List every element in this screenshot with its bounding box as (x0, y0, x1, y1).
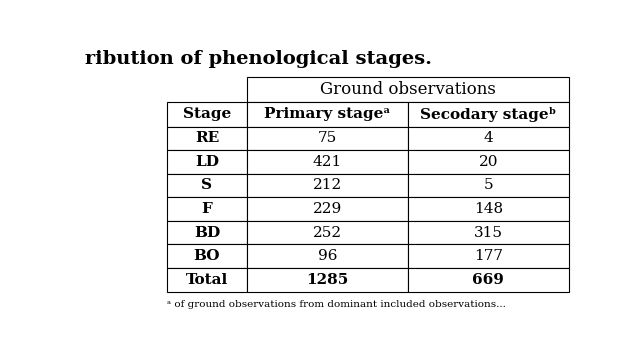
Bar (167, 245, 247, 268)
Text: 212: 212 (313, 178, 342, 192)
Text: 148: 148 (474, 202, 503, 216)
Bar (247, 77, 568, 102)
Bar (247, 174, 408, 197)
Text: Secodary stageᵇ: Secodary stageᵇ (420, 107, 556, 122)
Text: 669: 669 (472, 273, 504, 287)
Text: 5: 5 (483, 178, 493, 192)
Text: 4: 4 (483, 131, 493, 145)
Bar (247, 221, 408, 245)
Text: 252: 252 (313, 226, 342, 240)
Bar (408, 174, 568, 197)
Bar (167, 126, 247, 150)
Text: BD: BD (194, 226, 220, 240)
Text: Stage: Stage (183, 107, 231, 121)
Text: ribution of phenological stages.: ribution of phenological stages. (85, 50, 432, 68)
Bar (247, 197, 408, 221)
Bar (247, 268, 408, 292)
Bar (247, 245, 408, 268)
Text: F: F (202, 202, 212, 216)
Bar (247, 102, 408, 126)
Bar (408, 268, 568, 292)
Text: S: S (202, 178, 212, 192)
Bar (408, 150, 568, 174)
Text: Ground observations: Ground observations (320, 81, 496, 98)
Bar (408, 245, 568, 268)
Text: 1285: 1285 (307, 273, 349, 287)
Text: RE: RE (195, 131, 219, 145)
Bar (247, 126, 408, 150)
Text: 96: 96 (317, 249, 337, 263)
Bar (167, 102, 247, 126)
Text: Total: Total (186, 273, 228, 287)
Bar (167, 197, 247, 221)
Bar (167, 174, 247, 197)
Bar (247, 150, 408, 174)
Text: 20: 20 (479, 155, 498, 169)
Bar (408, 102, 568, 126)
Text: 229: 229 (313, 202, 342, 216)
Bar (167, 221, 247, 245)
Text: 421: 421 (313, 155, 342, 169)
Text: LD: LD (195, 155, 219, 169)
Bar (408, 221, 568, 245)
Bar (167, 150, 247, 174)
Text: ᵃ of ground observations from dominant included observations...: ᵃ of ground observations from dominant i… (167, 301, 506, 310)
Bar (408, 126, 568, 150)
Text: Primary stageᵃ: Primary stageᵃ (264, 107, 391, 121)
Text: 177: 177 (474, 249, 502, 263)
Text: 315: 315 (474, 226, 502, 240)
Text: 75: 75 (318, 131, 337, 145)
Bar (167, 268, 247, 292)
Bar (408, 197, 568, 221)
Text: BO: BO (194, 249, 220, 263)
